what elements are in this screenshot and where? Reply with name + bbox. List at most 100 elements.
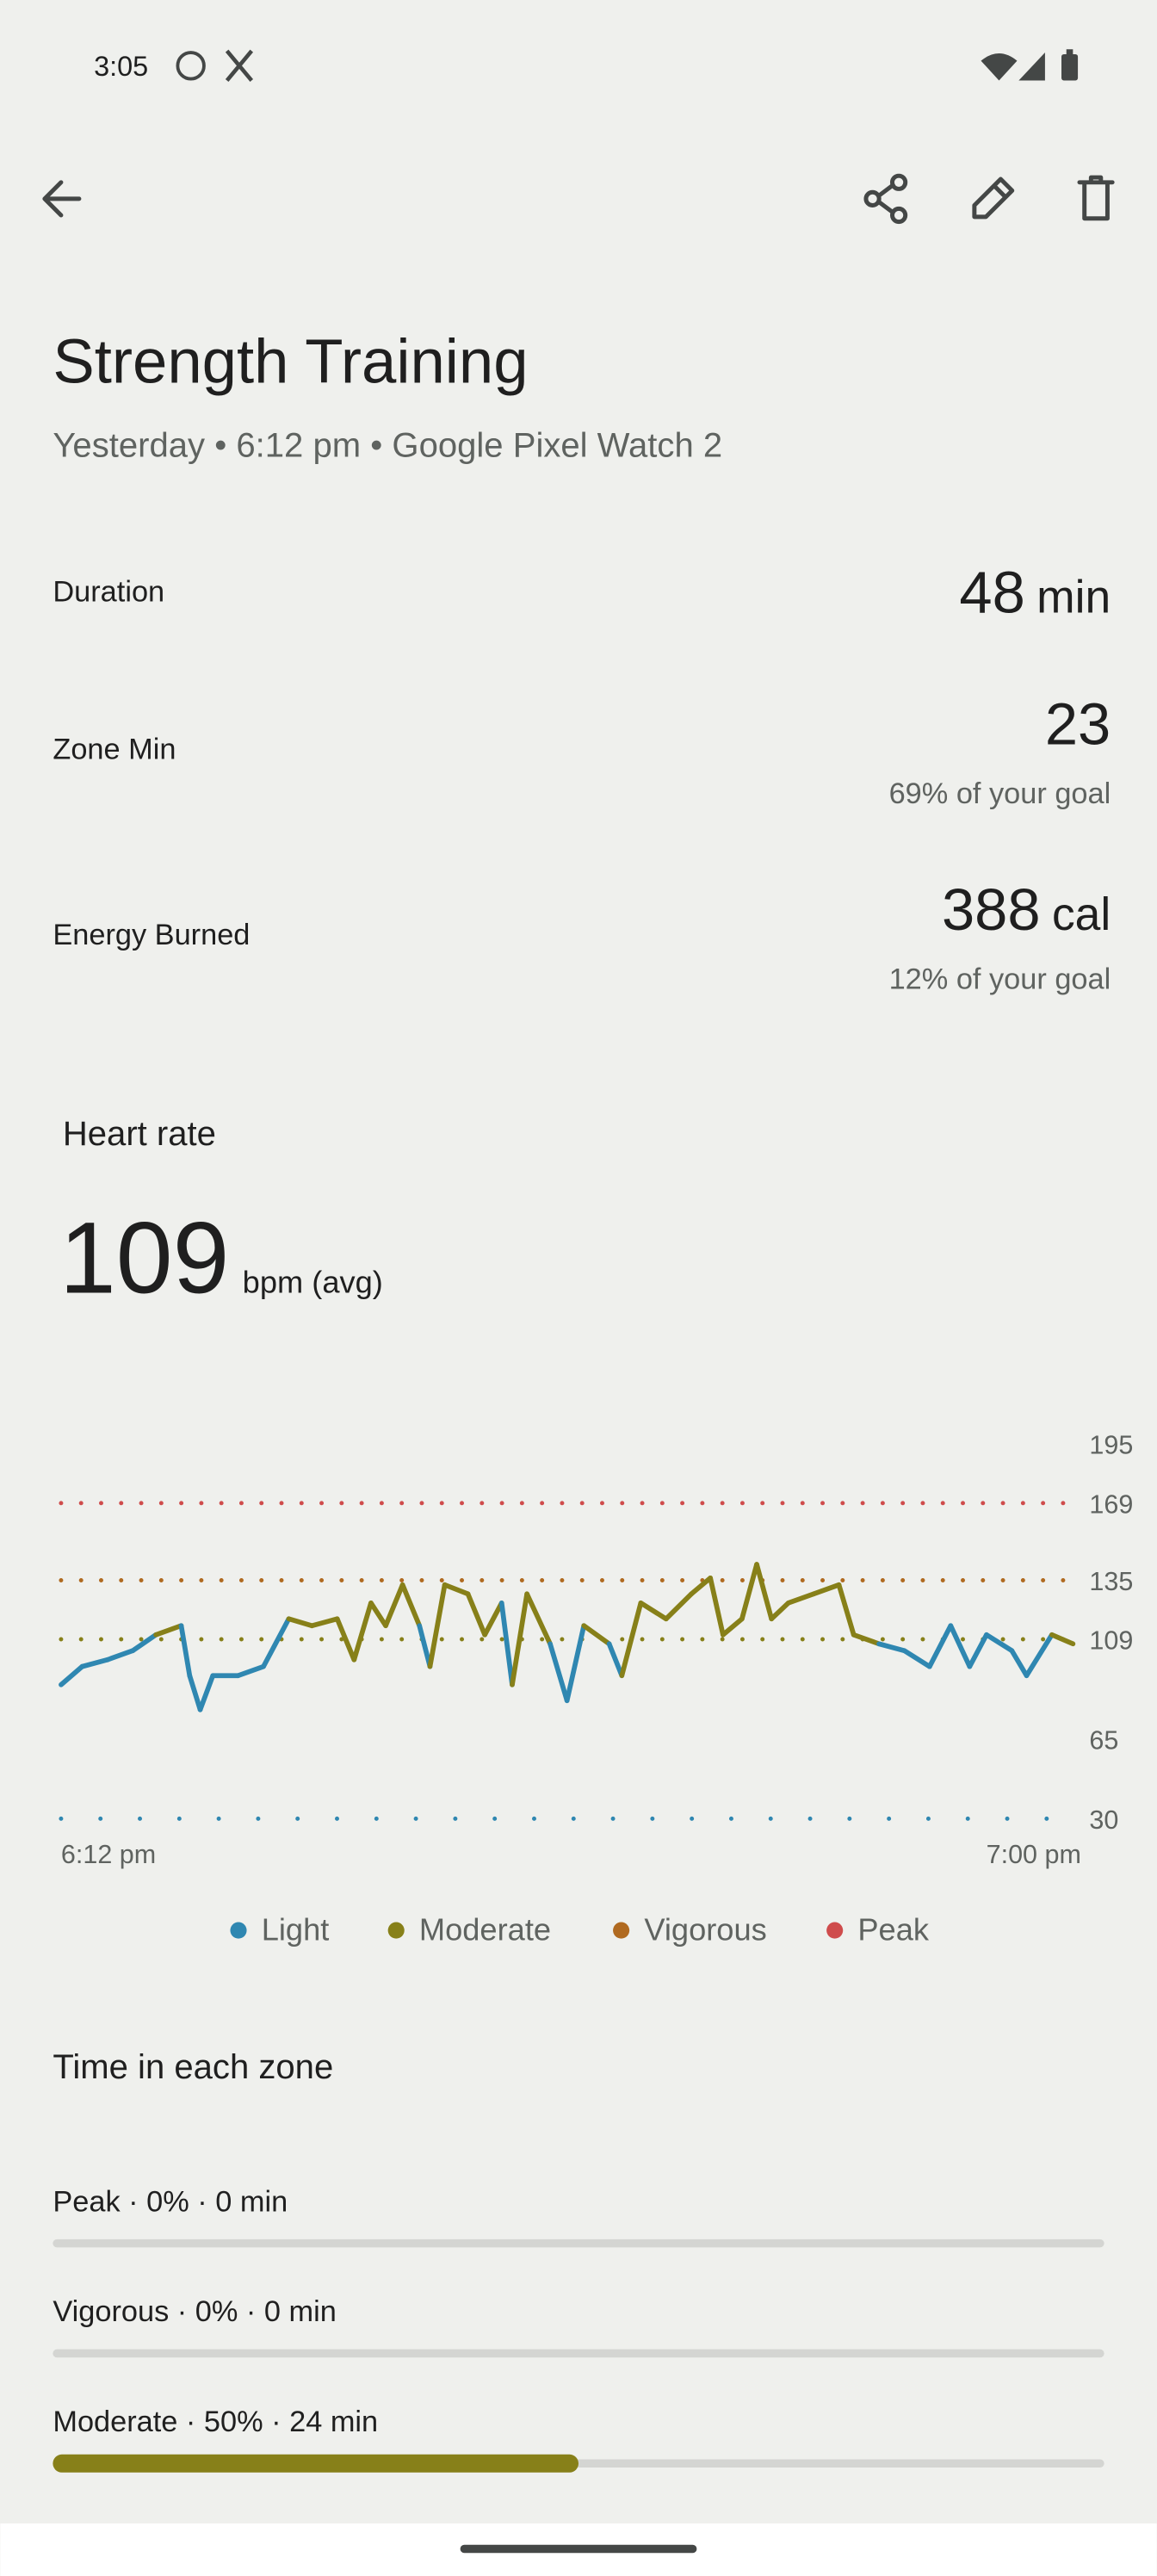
- heart-rate-segment: [708, 1575, 726, 1638]
- zone-track: [53, 2349, 1104, 2358]
- legend-dot: [387, 1922, 405, 1939]
- heart-rate-segment: [967, 1632, 989, 1669]
- heart-rate-segment: [926, 1623, 954, 1669]
- x-tick-label: 7:00 pm: [987, 1840, 1081, 1869]
- stat-label: Duration: [53, 575, 164, 608]
- legend-label: Vigorous: [644, 1912, 766, 1947]
- heart-rate-segment: [417, 1623, 433, 1669]
- heart-rate-segment: [261, 1616, 292, 1669]
- edit-button[interactable]: [972, 176, 1015, 220]
- heart-rate-segment: [1049, 1632, 1076, 1647]
- back-button[interactable]: [42, 180, 82, 218]
- heart-rate-segment: [811, 1582, 842, 1597]
- heart-rate-segment: [548, 1641, 570, 1704]
- heart-rate-segment: [851, 1632, 882, 1647]
- notification-icons: [176, 49, 254, 82]
- heart-rate-segment: [720, 1616, 745, 1638]
- heart-rate-segment: [482, 1600, 504, 1638]
- home-handle[interactable]: [460, 2544, 697, 2554]
- legend-dot: [826, 1922, 844, 1939]
- heart-rate-segment: [754, 1562, 775, 1622]
- zone-track: [53, 2239, 1104, 2248]
- heart-rate-segment: [104, 1648, 136, 1663]
- stat-label: Zone Min: [53, 734, 176, 766]
- heart-rate-segment: [235, 1663, 266, 1679]
- section-title: Time in each zone: [53, 2048, 333, 2086]
- workout-subtitle: Yesterday • 6:12 pm • Google Pixel Watch…: [53, 426, 722, 464]
- heart-rate-chart: 30 65 109 135 169 195 6:12 pm 7:00 pm: [59, 1431, 1133, 1869]
- stat-value: 388 cal: [942, 876, 1111, 943]
- stat-label: Energy Burned: [53, 919, 250, 951]
- heart-rate-segment: [130, 1632, 158, 1654]
- heart-rate-segment: [465, 1591, 488, 1638]
- heart-rate-segment: [1009, 1648, 1030, 1679]
- stat-number: 23: [1045, 690, 1111, 757]
- status-time: 3:05: [94, 51, 148, 82]
- y-tick-label: 135: [1089, 1567, 1133, 1596]
- legend-label: Moderate: [419, 1912, 551, 1947]
- stat-value: 48 min: [959, 560, 1111, 626]
- chart-title: Heart rate: [63, 1115, 216, 1153]
- heart-rate-segment: [524, 1591, 553, 1647]
- heart-rate-segment: [399, 1582, 423, 1629]
- heart-rate-segment: [564, 1623, 587, 1704]
- zone-row-label: Peak · 0% · 0 min: [53, 2185, 288, 2218]
- zone-bar: [53, 2454, 578, 2473]
- stat-number: 48: [959, 560, 1024, 626]
- x-tick-label: 6:12 pm: [61, 1840, 156, 1869]
- stat-number: 388: [942, 876, 1041, 943]
- heart-rate-segment: [309, 1616, 340, 1629]
- heart-rate-segment: [442, 1582, 471, 1597]
- heart-rate-segment: [187, 1673, 203, 1712]
- zone-rows: Peak · 0% · 0 min Vigorous · 0% · 0 min Mo…: [53, 2185, 1104, 2473]
- heart-rate-segment: [368, 1600, 388, 1629]
- heart-rate-segment: [510, 1591, 529, 1687]
- zone-row-label: Vigorous · 0% · 0 min: [53, 2295, 336, 2328]
- stat-note: 69% of your goal: [889, 777, 1111, 810]
- heart-rate-segment: [197, 1673, 216, 1712]
- heart-rate-segment: [876, 1641, 907, 1654]
- heart-rate-segment: [1024, 1632, 1055, 1679]
- heart-rate-segment: [948, 1623, 973, 1669]
- y-tick-label: 195: [1089, 1431, 1133, 1460]
- y-tick-label: 169: [1089, 1489, 1133, 1519]
- average-number: 109: [59, 1202, 229, 1316]
- legend: Light Moderate Vigorous Peak: [230, 1912, 930, 1947]
- heart-rate-segment: [739, 1562, 759, 1622]
- heart-rate-segment: [619, 1600, 644, 1679]
- share-button[interactable]: [863, 173, 908, 225]
- heart-rate-segment: [153, 1623, 184, 1638]
- average-unit: bpm (avg): [243, 1265, 383, 1300]
- heart-rate-segment: [984, 1632, 1015, 1654]
- heart-rate-segment: [79, 1656, 110, 1669]
- heart-rate-segment: [663, 1591, 694, 1622]
- heart-rate-segment: [427, 1582, 448, 1669]
- heart-rate-segment: [383, 1582, 405, 1629]
- heart-rate-segment: [59, 1663, 85, 1687]
- stat-unit: cal: [1052, 889, 1111, 940]
- legend-label: Peak: [857, 1912, 929, 1947]
- y-tick-label: 65: [1089, 1726, 1118, 1756]
- legend-dot: [230, 1922, 247, 1939]
- delete-button[interactable]: [1077, 175, 1115, 221]
- heart-rate-segment: [178, 1623, 193, 1679]
- y-tick-label: 30: [1089, 1805, 1118, 1835]
- stat-unit: min: [1036, 573, 1111, 623]
- legend-label: Light: [262, 1912, 330, 1947]
- legend-dot: [613, 1922, 630, 1939]
- heart-rate-segment: [581, 1623, 612, 1647]
- y-tick-label: 109: [1089, 1625, 1133, 1655]
- heart-rate-segment: [769, 1600, 791, 1622]
- heart-rate-segment: [334, 1616, 357, 1663]
- heart-rate-segment: [286, 1616, 315, 1629]
- heart-rate-segment: [606, 1641, 625, 1679]
- workout-title: Strength Training: [53, 327, 528, 397]
- heart-rate-segment: [638, 1600, 669, 1622]
- heart-rate-segment: [351, 1600, 374, 1663]
- zone-row-label: Moderate · 50% · 24 min: [53, 2406, 378, 2438]
- heart-rate-segment: [785, 1591, 817, 1606]
- heart-rate-segment: [901, 1648, 932, 1669]
